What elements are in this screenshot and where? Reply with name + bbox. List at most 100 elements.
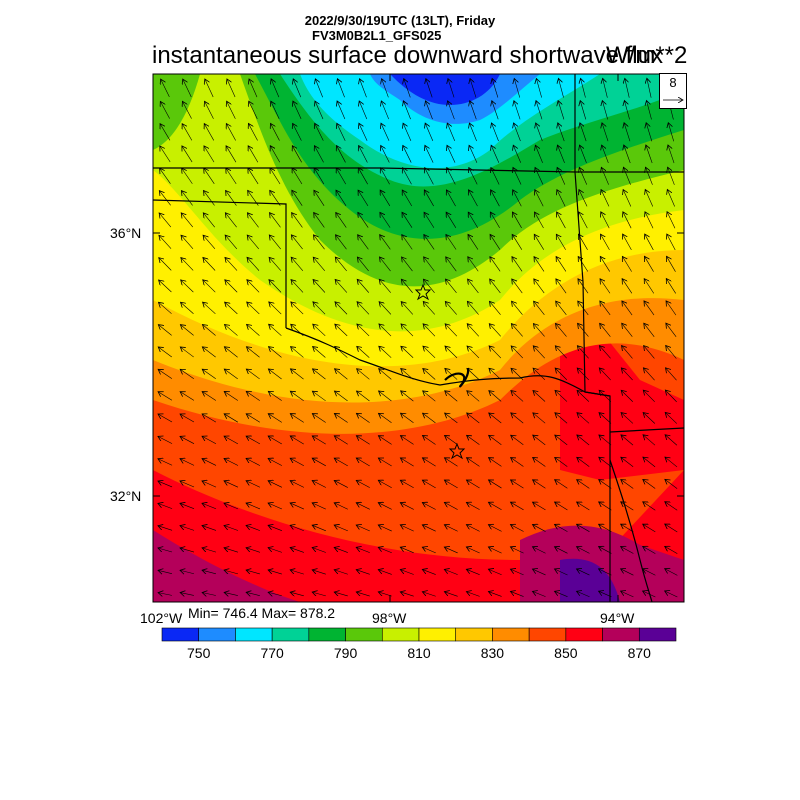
wind-arrow [533, 457, 546, 467]
wind-arrow [290, 391, 304, 401]
wind-arrow [314, 213, 325, 228]
wind-arrow [468, 212, 479, 229]
wind-arrow [400, 547, 414, 554]
colorbar-swatch [455, 627, 493, 642]
wind-arrow [536, 78, 542, 98]
wind-arrow [400, 570, 414, 575]
wind-arrow [159, 258, 172, 271]
wind-arrow [356, 592, 370, 597]
wind-arrow [577, 524, 590, 532]
wind-arrow [382, 79, 389, 98]
wind-arrow [381, 101, 389, 120]
wind-arrow [334, 592, 348, 596]
wind-arrow [404, 79, 411, 98]
wind-arrow [312, 592, 326, 596]
wind-arrow [290, 592, 304, 596]
wind-arrow [312, 414, 326, 423]
wind-arrow [532, 591, 546, 597]
wind-arrow [400, 503, 414, 510]
wind-arrow [577, 346, 589, 359]
wind-arrow [378, 547, 392, 554]
wind-arrow [202, 592, 216, 595]
wind-arrow [469, 123, 477, 142]
wind-arrow [312, 481, 326, 488]
wind-arrow [599, 480, 612, 489]
wind-arrow [488, 547, 502, 554]
wind-arrow [378, 570, 392, 575]
wind-arrow [334, 547, 348, 553]
wind-arrow [535, 190, 544, 207]
wind-arrow [666, 345, 677, 359]
wind-arrow [180, 436, 195, 444]
wind-arrow [511, 346, 524, 359]
wind-arrow [291, 257, 304, 271]
wind-arrow [158, 548, 173, 553]
wind-arrow [246, 503, 261, 510]
wind-arrow [665, 368, 677, 381]
wind-arrow [514, 78, 521, 98]
wind-arrow [623, 212, 632, 229]
wind-arrow [580, 123, 587, 142]
wind-arrow [444, 592, 458, 597]
wind-arrow [292, 213, 303, 228]
wind-arrow [158, 570, 173, 573]
wind-arrow [181, 258, 194, 271]
wind-arrow [180, 503, 195, 509]
wind-arrow [268, 503, 283, 510]
wind-arrow [337, 123, 346, 141]
wind-arrow [357, 346, 370, 358]
wind-arrow [469, 145, 478, 163]
wind-arrow [246, 525, 261, 531]
colorbar-swatch [271, 627, 310, 642]
wind-arrow [246, 414, 260, 423]
wind-arrow [224, 592, 238, 595]
wind-arrow [466, 480, 480, 489]
wind-arrow [602, 101, 608, 120]
wind-arrow [533, 413, 546, 424]
wind-arrow [380, 168, 390, 185]
wind-arrow [422, 547, 436, 554]
wind-arrow [489, 391, 502, 402]
wind-arrow [555, 524, 568, 532]
wind-arrow [379, 324, 392, 337]
wind-arrow [358, 235, 369, 250]
wind-arrow [313, 302, 326, 315]
lon-label-98w: 98°W [372, 610, 407, 626]
wind-arrow [466, 569, 480, 575]
wind-arrow [621, 413, 634, 424]
wind-arrow [512, 279, 523, 294]
wind-arrow [444, 480, 458, 489]
wind-arrow [510, 569, 524, 576]
wind-arrow [180, 325, 194, 336]
wind-arrow [534, 279, 545, 294]
wind-arrow [512, 234, 523, 250]
wind-arrow [202, 325, 216, 336]
wind-arrow [466, 502, 480, 510]
wind-arrow [268, 525, 283, 531]
wind-arrow [202, 369, 216, 380]
wind-arrow [225, 235, 238, 250]
wind-arrow [624, 145, 631, 164]
wind-arrow [268, 369, 282, 380]
wind-arrow [180, 392, 195, 401]
wind-arrow [466, 547, 480, 554]
wind-arrow [601, 212, 610, 229]
wind-arrow [380, 190, 391, 207]
wind-arrow [246, 548, 261, 553]
wind-arrow [558, 123, 565, 142]
wind-arrow [643, 546, 656, 554]
wind-arrow [555, 323, 567, 337]
wind-arrow [312, 525, 326, 532]
wind-arrow [444, 525, 458, 532]
wind-arrow [665, 524, 678, 533]
wind-arrow [490, 257, 501, 272]
wind-arrow [599, 390, 612, 402]
wind-arrow [249, 79, 258, 98]
wind-arrow [448, 101, 455, 120]
wind-arrow [603, 78, 608, 98]
wind-arrow [510, 547, 524, 554]
wind-arrow [513, 190, 522, 207]
wind-arrow [643, 457, 656, 468]
axis-ticks [152, 74, 684, 602]
wind-arrow [621, 368, 633, 381]
